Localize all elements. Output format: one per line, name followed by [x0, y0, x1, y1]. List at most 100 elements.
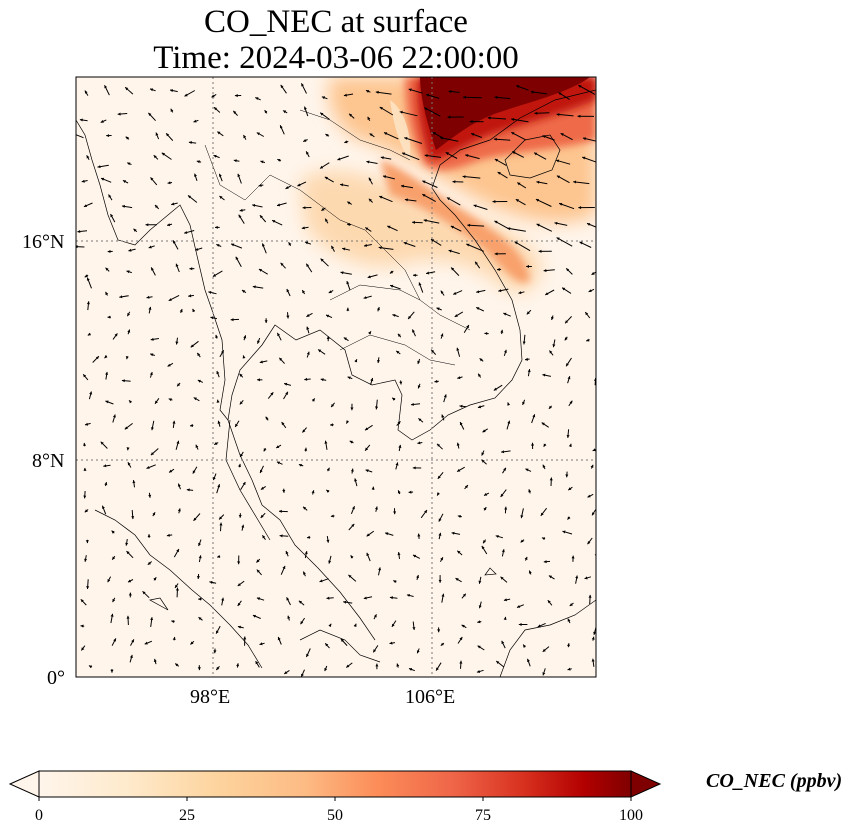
wind-arrow-head [501, 640, 505, 644]
wind-arrow-head [464, 485, 468, 489]
wind-arrow-head [175, 663, 179, 667]
wind-arrow-head [298, 600, 303, 604]
wind-arrow-head [437, 492, 440, 496]
wind-arrow-head [194, 173, 197, 177]
wind-arrow-head [104, 355, 108, 359]
map-title-line2: Time: 2024-03-06 22:00:00 [153, 40, 519, 76]
wind-arrow-head [172, 420, 176, 424]
wind-arrow-head [479, 358, 483, 362]
wind-arrow-head [412, 627, 416, 630]
wind-arrow-head [497, 172, 501, 175]
wind-arrow-head [217, 420, 221, 424]
wind-arrow-head [150, 337, 154, 341]
wind-arrow-head [438, 518, 442, 522]
wind-arrow-head [475, 261, 478, 265]
wind-arrow-head [87, 332, 91, 336]
wind-arrow-head [578, 206, 582, 210]
wind-arrow-head [319, 579, 323, 583]
wind-arrow-head [129, 400, 132, 404]
wind-arrow-head [210, 316, 214, 320]
wind-arrow-head [285, 391, 288, 395]
wind-arrow-head [286, 315, 290, 319]
wind-arrow-head [562, 287, 566, 291]
wind-arrow-head [396, 663, 400, 667]
wind-arrow-shaft [597, 417, 599, 422]
gridlines [76, 77, 596, 677]
wind-arrow-head [453, 291, 457, 295]
wind-arrow-head [564, 337, 568, 341]
wind-arrow-head [478, 373, 481, 377]
wind-arrow-head [126, 270, 130, 274]
wind-arrow-head [301, 673, 304, 677]
wind-arrow-head [256, 132, 260, 136]
wind-arrow-head [412, 329, 415, 333]
wind-arrow-head [243, 636, 247, 640]
wind-arrow-head [81, 647, 85, 651]
wind-arrow-head [262, 535, 266, 539]
wind-arrow-shaft [399, 111, 418, 117]
wind-arrow-head [155, 205, 158, 209]
wind-arrow-head [503, 312, 507, 316]
wind-arrow-head [277, 332, 280, 337]
wind-arrow-head [527, 369, 531, 373]
wind-arrow-head [150, 452, 154, 456]
wind-arrow-head [567, 667, 571, 671]
wind-arrow-head [440, 290, 444, 294]
wind-arrow-head [560, 133, 564, 136]
lat-label-8n: 8°N [32, 450, 65, 472]
wind-arrow-head [126, 615, 130, 619]
wind-arrow-head [239, 401, 243, 405]
wind-arrow-head [520, 515, 524, 519]
wind-arrow-head [198, 617, 202, 621]
wind-arrow-head [543, 560, 547, 564]
wind-arrow-head [481, 452, 485, 456]
wind-arrow-head [272, 220, 276, 223]
wind-arrow-head [117, 112, 121, 116]
wind-arrow-head [456, 347, 460, 351]
wind-arrow-head [233, 159, 237, 163]
wind-arrow-head [177, 508, 181, 512]
wind-arrow-head [397, 333, 401, 337]
wind-arrow-head [297, 183, 301, 187]
wind-arrow-head [365, 227, 369, 231]
wind-arrow-head [234, 94, 238, 98]
wind-arrow-head [188, 141, 192, 144]
wind-arrow-head [150, 177, 154, 181]
wind-arrow-head [390, 284, 394, 288]
wind-arrow-head [457, 376, 461, 380]
wind-arrow-head [260, 486, 264, 490]
wind-arrow-head [112, 598, 116, 603]
wind-arrow-head [167, 181, 171, 185]
wind-arrow-head [391, 623, 395, 627]
wind-arrow-shaft [511, 118, 529, 123]
wind-arrow-head [350, 555, 354, 559]
wind-arrow-head [304, 551, 308, 555]
wind-arrow-head [284, 382, 288, 386]
wind-arrow-head [367, 275, 371, 279]
wind-arrow-head [498, 289, 502, 293]
wind-arrow-head [219, 196, 223, 199]
wind-arrow-head [350, 468, 354, 472]
wind-arrow-head [328, 623, 332, 627]
wind-arrow-head [216, 399, 220, 403]
wind-arrow-head [566, 268, 570, 272]
wind-arrow-head [534, 152, 538, 156]
wind-arrow-head [240, 453, 243, 457]
wind-arrow-head [83, 204, 88, 207]
wind-arrow-head [366, 533, 370, 537]
wind-arrow-head [83, 467, 87, 471]
wind-arrow-head [368, 331, 371, 335]
wind-arrow-head [500, 576, 504, 580]
wind-arrow-head [417, 360, 421, 364]
wind-arrow-head [364, 243, 367, 247]
wind-arrow-head [84, 274, 88, 278]
wind-arrow-head [436, 307, 440, 311]
wind-arrow-head [457, 550, 461, 554]
wind-arrow-head [320, 258, 324, 262]
wind-arrow-head [587, 223, 591, 226]
wind-arrow-head [148, 306, 152, 310]
wind-arrow-head [110, 669, 114, 673]
wind-arrow-head [212, 273, 217, 277]
wind-arrow-head [128, 579, 132, 583]
wind-arrow-head [128, 248, 132, 252]
